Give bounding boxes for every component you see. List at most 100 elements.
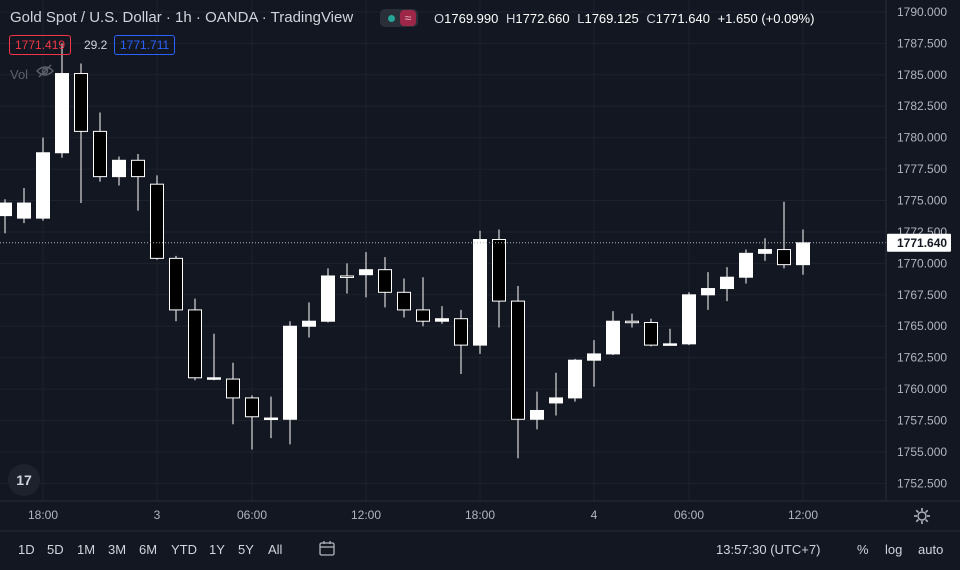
candle-body — [188, 309, 202, 379]
y-tick-label: 1755.000 — [897, 445, 947, 459]
candle — [720, 267, 734, 302]
candle — [55, 43, 69, 158]
candle — [112, 156, 126, 186]
candle — [663, 328, 677, 346]
candle — [340, 263, 354, 294]
candle — [739, 249, 753, 284]
ohlc-high: H1772.660 — [505, 11, 570, 26]
last-price-label: 1771.640 — [897, 236, 947, 250]
candle — [435, 306, 449, 324]
candle — [473, 230, 487, 354]
candle — [169, 255, 183, 322]
candle — [758, 238, 772, 261]
candle — [36, 137, 50, 221]
candle — [777, 201, 791, 269]
market-status-toggle[interactable]: ≈ — [380, 9, 418, 27]
tradingview-logo-icon[interactable]: 17 — [8, 464, 40, 496]
wave-icon: ≈ — [400, 10, 416, 26]
candle — [245, 395, 259, 450]
range-1d[interactable]: 1D — [18, 542, 35, 557]
candle-body — [473, 238, 487, 346]
y-tick-label: 1777.500 — [897, 162, 947, 176]
candle-body — [0, 202, 12, 217]
range-ytd[interactable]: YTD — [171, 542, 197, 557]
candle-body — [340, 275, 354, 278]
range-5y[interactable]: 5Y — [238, 542, 254, 557]
range-6m[interactable]: 6M — [139, 542, 158, 557]
candle-body — [720, 276, 734, 290]
candle — [644, 318, 658, 347]
timezone-clock[interactable]: 13:57:30 (UTC+7) — [716, 542, 821, 557]
eye-hidden-icon[interactable] — [36, 64, 54, 78]
range-5d[interactable]: 5D — [47, 542, 64, 557]
candle — [511, 286, 525, 459]
candle — [93, 112, 107, 182]
y-tick-label: 1787.500 — [897, 36, 947, 50]
ohlc-low: L1769.125 — [577, 11, 639, 26]
price-change: +1.650 (+0.09%) — [717, 11, 815, 26]
candle — [74, 63, 88, 204]
candle — [359, 252, 373, 298]
candle — [302, 302, 316, 338]
candle-body — [625, 320, 639, 324]
candle — [283, 321, 297, 445]
spread-value: 29.2 — [84, 38, 108, 52]
x-tick-label: 06:00 — [674, 508, 704, 522]
candle-body — [587, 353, 601, 361]
ohlc-close: C1771.640 — [646, 11, 710, 26]
log-scale-toggle[interactable]: log — [885, 542, 903, 557]
date-range-calendar-icon[interactable] — [318, 539, 336, 557]
y-tick-label: 1765.000 — [897, 319, 947, 333]
range-all[interactable]: All — [268, 542, 283, 557]
y-tick-label: 1767.500 — [897, 288, 947, 302]
range-3m[interactable]: 3M — [108, 542, 127, 557]
y-tick-label: 1760.000 — [897, 382, 947, 396]
candle-body — [93, 130, 107, 178]
candle-body — [739, 252, 753, 278]
candle-body — [454, 318, 468, 346]
candle-body — [74, 73, 88, 132]
sell-button[interactable]: 1771.419 — [9, 35, 72, 55]
candle — [397, 278, 411, 318]
x-tick-label: 06:00 — [237, 508, 267, 522]
range-1m[interactable]: 1M — [77, 542, 96, 557]
range-1y[interactable]: 1Y — [209, 542, 225, 557]
candle-body — [36, 152, 50, 219]
candle — [131, 154, 145, 211]
candle — [530, 391, 544, 430]
candle-body — [245, 397, 259, 418]
candle-body — [264, 417, 278, 421]
percent-scale-toggle[interactable]: % — [857, 542, 869, 557]
candle — [454, 309, 468, 375]
candle — [321, 268, 335, 323]
candle-body — [169, 257, 183, 311]
candle-body — [416, 309, 430, 322]
y-tick-label: 1752.500 — [897, 476, 947, 490]
symbol-title[interactable]: Gold Spot / U.S. Dollar · 1h · OANDA · T… — [10, 9, 354, 26]
candle-body — [682, 294, 696, 345]
y-tick-label: 1790.000 — [897, 5, 947, 19]
auto-scale-toggle[interactable]: auto — [918, 542, 944, 557]
candle-body — [492, 238, 506, 302]
candle — [226, 362, 240, 425]
settings-gear-icon[interactable] — [913, 507, 931, 525]
candle-body — [207, 377, 221, 380]
y-tick-label: 1757.500 — [897, 414, 947, 428]
candle — [549, 372, 563, 416]
candle — [625, 313, 639, 328]
candle-body — [511, 300, 525, 420]
candle — [587, 340, 601, 387]
y-tick-label: 1762.500 — [897, 351, 947, 365]
candle-body — [397, 291, 411, 311]
ohlc-readout: O1769.990 H1772.660 L1769.125 C1771.640 … — [434, 11, 818, 26]
bottom-toolbar: 1D 5D 1M 3M 6M YTD 1Y 5Y All 13:57:30 (U… — [0, 534, 960, 570]
candle-body — [663, 343, 677, 346]
candle-body — [606, 320, 620, 355]
candle-body — [359, 269, 373, 276]
candle-body — [283, 325, 297, 420]
y-tick-label: 1770.000 — [897, 256, 947, 270]
candle — [701, 272, 715, 310]
candle-body — [378, 269, 392, 293]
buy-button[interactable]: 1771.711 — [114, 35, 176, 55]
